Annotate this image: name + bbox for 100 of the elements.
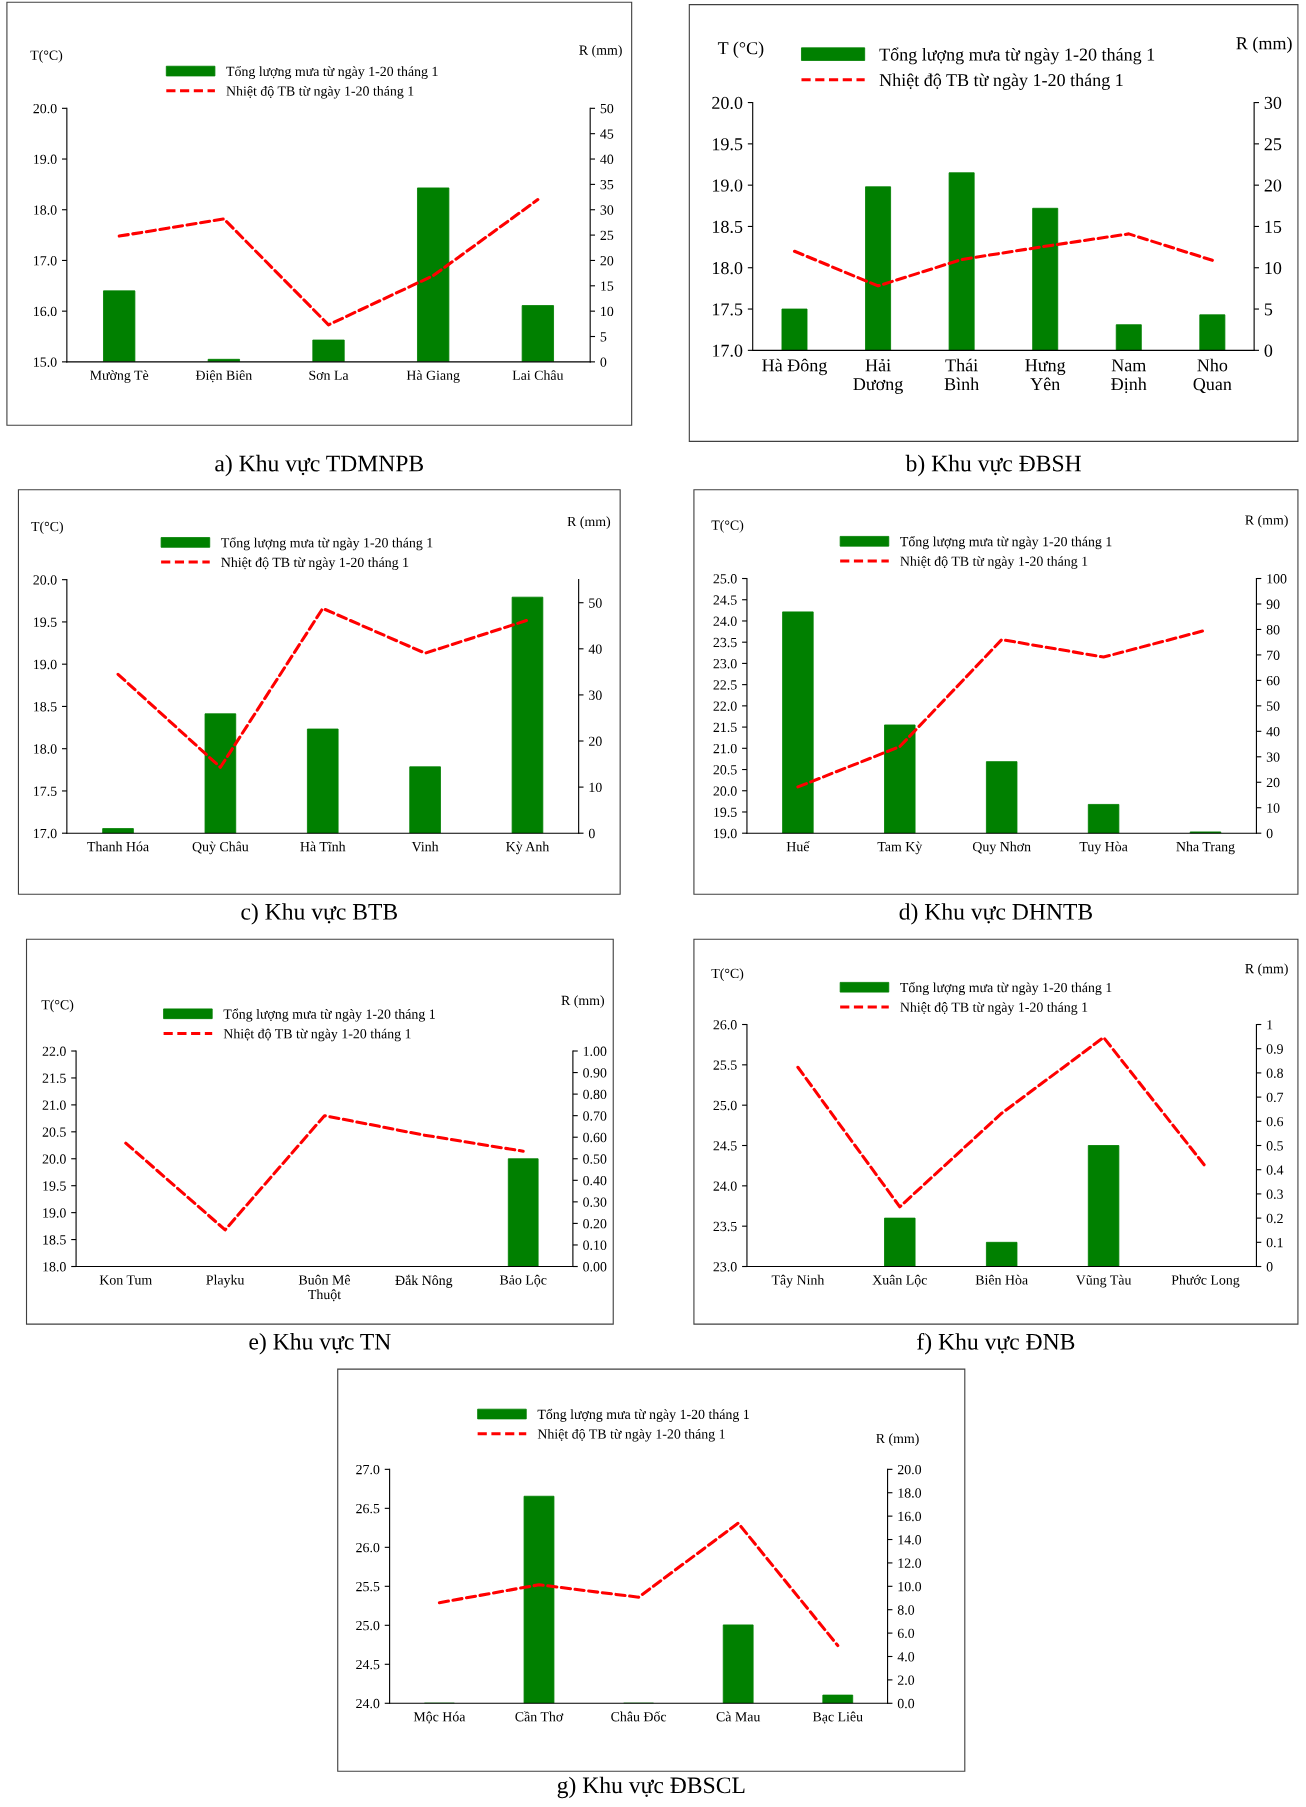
y2-tick-label: 20	[588, 736, 602, 746]
x-tick-label: Biên Hòa	[975, 1274, 1028, 1285]
bar	[782, 611, 814, 834]
y2-axis-title: R (mm)	[1245, 963, 1288, 977]
y-tick-label: 18.5	[34, 702, 57, 712]
x-tick-label: Hà Đông	[762, 358, 827, 376]
x-tick-label: Quỳ Châu	[192, 841, 249, 855]
x-tick-label: Cà Mau	[716, 1711, 761, 1722]
x-tick-label: Kon Tum	[99, 1275, 152, 1285]
y-tick-label: 19.0	[43, 1208, 66, 1218]
y2-tick-label: 0.20	[583, 1219, 607, 1229]
y2-tick-label: 30	[1264, 96, 1282, 110]
y-tick-label: 17.0	[34, 256, 57, 266]
y2-tick-label: 0.3	[1266, 1189, 1283, 1199]
text: g) Khu vực ĐBSCL	[557, 1776, 745, 1799]
y2-tick-label: 20.0	[897, 1464, 922, 1475]
bar	[103, 290, 136, 362]
legend-label: Tổng lượng mưa từ ngày 1-20 tháng 1	[900, 536, 1112, 550]
y2-tick-label: 8.0	[897, 1605, 915, 1615]
line-series	[117, 198, 540, 327]
y-tick-label: 21.5	[42, 1073, 66, 1083]
y-tick-label: 20.0	[33, 103, 57, 114]
y-tick-label: 23.0	[713, 658, 737, 669]
y2-tick-label: 0.70	[583, 1111, 607, 1121]
x-tick-label: Buôn Mê Thuột	[298, 1274, 351, 1302]
y2-tick-label: 15	[601, 281, 614, 291]
x-tick-label: Sơn La	[309, 370, 349, 380]
text: f) Khu vực ĐNB	[917, 1332, 1075, 1355]
x-tick-label: Hà Giang	[406, 370, 460, 383]
y-tick-label: 21.0	[713, 743, 737, 754]
y-axis-title: T(°C)	[711, 968, 744, 981]
y-tick-label: 23.0	[713, 1262, 737, 1272]
y2-tick-label: 0.5	[1266, 1141, 1283, 1151]
legend-label: Nhiệt độ TB từ ngày 1-20 tháng 1	[900, 1002, 1088, 1015]
y2-tick-label: 20	[1264, 179, 1282, 192]
y-tick-label: 19.5	[714, 807, 737, 817]
y2-tick-label: 45	[600, 129, 614, 139]
legend-label: Nhiệt độ TB từ ngày 1-20 tháng 1	[879, 73, 1123, 90]
x-tick-label: Thanh Hóa	[87, 841, 149, 852]
line-series	[124, 1114, 525, 1232]
y-tick-label: 26.0	[713, 1020, 737, 1030]
x-tick-label: Đắk Nông	[395, 1274, 453, 1288]
bar	[884, 1217, 916, 1267]
y2-tick-label: 0.40	[583, 1175, 607, 1186]
y2-tick-label: 0	[1266, 828, 1273, 839]
y2-tick-label: 18.0	[898, 1488, 922, 1498]
y2-tick-label: 25	[1264, 138, 1282, 151]
y-axis-title: T(°C)	[711, 520, 744, 533]
y-tick-label: 24.5	[356, 1659, 380, 1670]
y-tick-label: 25.5	[713, 1060, 737, 1070]
y-tick-label: 19.0	[714, 828, 737, 839]
y2-tick-label: 12.0	[898, 1558, 922, 1568]
y-tick-label: 18.5	[43, 1235, 66, 1245]
text: b) Khu vực ĐBSH	[905, 454, 1081, 477]
y2-tick-label: 2.0	[897, 1675, 915, 1685]
y2-tick-label: 0.9	[1266, 1044, 1283, 1054]
y2-tick-label: 0.30	[583, 1197, 607, 1207]
y2-axis-title: R (mm)	[579, 45, 622, 58]
x-tick-label: Playku	[206, 1274, 245, 1288]
y2-tick-label: 40	[588, 644, 602, 654]
y2-axis-title: R (mm)	[876, 1433, 919, 1446]
y2-tick-label: 0.2	[1266, 1213, 1283, 1224]
y2-tick-label: 15	[1265, 220, 1282, 233]
legend-label: Nhiệt độ TB từ ngày 1-20 tháng 1	[537, 1428, 725, 1442]
text: a) Khu vực TDMNPB	[215, 454, 424, 477]
y2-tick-label: 30	[1266, 752, 1280, 762]
bar	[722, 1624, 754, 1704]
text: c) Khu vực BTB	[241, 903, 397, 925]
y-tick-label: 22.0	[42, 1046, 66, 1057]
y2-tick-label: 50	[600, 103, 614, 114]
y2-tick-label: 50	[1266, 701, 1280, 711]
y2-tick-label: 1	[1267, 1020, 1273, 1030]
bar	[102, 828, 134, 834]
y-tick-label: 18.0	[712, 262, 743, 275]
y-tick-label: 18.0	[34, 744, 57, 754]
x-tick-label: Bạc Liêu	[812, 1711, 863, 1724]
y2-tick-label: 0.1	[1266, 1237, 1283, 1248]
x-tick-label: Nha Trang	[1176, 841, 1235, 855]
legend-label: Nhiệt độ TB từ ngày 1-20 tháng 1	[226, 85, 414, 99]
x-tick-label: Nho Quan	[1193, 358, 1232, 394]
y-tick-label: 20.0	[42, 1154, 66, 1164]
y2-tick-label: 0.60	[583, 1132, 607, 1143]
x-tick-label: Hải Dương	[853, 358, 903, 394]
y-tick-label: 21.0	[42, 1100, 66, 1110]
y2-tick-label: 0.0	[897, 1698, 915, 1709]
bar	[822, 1694, 854, 1704]
legend-label: Tổng lượng mưa từ ngày 1-20 tháng 1	[879, 47, 1155, 65]
y2-tick-label: 0	[588, 828, 595, 839]
y2-tick-label: 0.00	[583, 1262, 607, 1272]
x-tick-label: Điện Biên	[195, 370, 252, 383]
y-tick-label: 17.0	[34, 828, 57, 839]
y-tick-label: 19.5	[34, 617, 57, 627]
y-tick-label: 19.5	[712, 138, 743, 151]
x-tick-label: Châu Đốc	[611, 1711, 667, 1722]
line-series	[116, 606, 529, 769]
y-axis-title: T(°C)	[30, 50, 63, 63]
y-tick-label: 20.0	[713, 786, 737, 796]
y-tick-label: 25.0	[713, 574, 737, 584]
y2-tick-label: 20	[600, 256, 614, 266]
x-tick-label: Tây Ninh	[771, 1274, 825, 1288]
